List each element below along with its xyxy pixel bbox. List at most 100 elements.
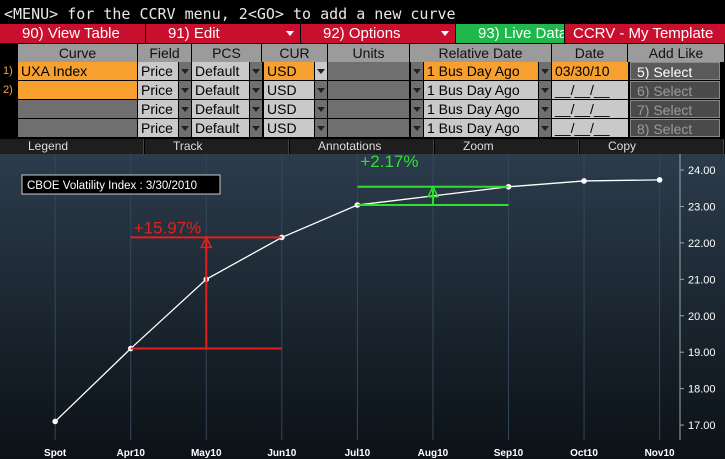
toolbar-button[interactable]: Zoom xyxy=(435,139,579,154)
legend-label: CBOE Volatility Index : 3/30/2010 xyxy=(27,180,197,192)
pcs-cell[interactable]: Default xyxy=(192,81,249,99)
data-point xyxy=(581,178,587,184)
units-cell[interactable] xyxy=(328,119,409,137)
x-tick-label: Oct10 xyxy=(570,448,598,459)
column-header: Units xyxy=(328,44,409,62)
y-tick-label: 23.00 xyxy=(688,201,716,213)
y-tick-label: 18.00 xyxy=(688,384,716,396)
dropdown-arrow xyxy=(541,107,549,112)
x-tick-label: Apr10 xyxy=(117,448,146,459)
cur-cell[interactable]: USD xyxy=(264,81,314,99)
data-point xyxy=(656,177,663,183)
dropdown-arrow xyxy=(413,88,421,93)
menu-button[interactable]: 91) Edit xyxy=(146,24,300,43)
pcs-cell[interactable]: Default xyxy=(192,119,249,137)
y-tick-label: 17.00 xyxy=(688,420,716,432)
column-header: Field xyxy=(138,44,191,62)
date-cell[interactable]: __/__/__ xyxy=(552,119,628,137)
x-tick-label: Nov10 xyxy=(645,448,675,459)
annotation-label: +15.97% xyxy=(134,218,202,237)
dropdown-arrow xyxy=(413,107,421,112)
dropdown-arrow xyxy=(317,69,325,74)
dropdown-arrow xyxy=(413,69,421,74)
y-tick-label: 19.00 xyxy=(688,347,716,359)
units-cell[interactable] xyxy=(328,81,409,99)
toolbar-button[interactable]: Annotations xyxy=(290,139,434,154)
row-number: 2) xyxy=(3,84,13,96)
toolbar-button[interactable]: Track xyxy=(145,139,289,154)
curve-cell[interactable] xyxy=(18,119,137,137)
select-button[interactable]: 5) Select xyxy=(630,62,720,80)
field-cell[interactable]: Price xyxy=(138,62,178,80)
y-tick-label: 22.00 xyxy=(688,238,716,250)
dropdown-arrow xyxy=(252,69,260,74)
menu-button[interactable]: 90) View Table xyxy=(0,24,145,43)
dropdown-arrow xyxy=(317,88,325,93)
dropdown-arrow xyxy=(441,31,449,36)
annotation-label: +2.17% xyxy=(360,154,418,171)
select-button[interactable]: 6) Select xyxy=(630,81,720,99)
date-cell[interactable]: __/__/__ xyxy=(552,100,628,118)
select-button[interactable]: 8) Select xyxy=(630,119,720,137)
select-button[interactable]: 7) Select xyxy=(630,100,720,118)
toolbar-button[interactable]: Legend xyxy=(0,139,144,154)
cur-cell[interactable]: USD xyxy=(264,100,314,118)
field-cell[interactable]: Price xyxy=(138,119,178,137)
cur-cell[interactable]: USD xyxy=(264,119,314,137)
menu-button[interactable]: 92) Options xyxy=(301,24,455,43)
toolbar-button[interactable]: Copy xyxy=(580,139,724,154)
column-header: Curve xyxy=(18,44,137,62)
annotation-arrowhead xyxy=(200,235,213,249)
dropdown-arrow xyxy=(541,126,549,131)
date-cell[interactable]: __/__/__ xyxy=(552,81,628,99)
relative-date-cell[interactable]: 1 Bus Day Ago xyxy=(424,62,538,80)
row-number xyxy=(0,100,18,118)
dropdown-arrow xyxy=(252,126,260,131)
plot-background xyxy=(0,154,725,459)
dropdown-arrow xyxy=(252,107,260,112)
row-number xyxy=(0,119,18,137)
y-tick-label: 24.00 xyxy=(688,165,716,177)
column-header: Relative Date xyxy=(410,44,551,62)
menu-button[interactable]: 93) Live Data xyxy=(456,24,564,43)
dropdown-arrow xyxy=(541,88,549,93)
units-cell[interactable] xyxy=(328,62,409,80)
dropdown-arrow xyxy=(413,126,421,131)
curve-cell[interactable] xyxy=(18,81,137,99)
field-cell[interactable]: Price xyxy=(138,81,178,99)
curve-cell[interactable] xyxy=(18,100,137,118)
dropdown-arrow xyxy=(181,88,189,93)
dropdown-arrow xyxy=(181,126,189,131)
dropdown-arrow xyxy=(286,31,294,36)
units-cell[interactable] xyxy=(328,100,409,118)
x-tick-label: Aug10 xyxy=(418,448,449,459)
relative-date-cell[interactable]: 1 Bus Day Ago xyxy=(424,100,538,118)
field-cell[interactable]: Price xyxy=(138,100,178,118)
curve-cell[interactable]: UXA Index xyxy=(18,62,137,80)
column-header: Add Like xyxy=(628,44,724,62)
pcs-cell[interactable]: Default xyxy=(192,62,249,80)
pcs-cell[interactable]: Default xyxy=(192,100,249,118)
dropdown-arrow xyxy=(541,69,549,74)
x-tick-label: Jul10 xyxy=(345,448,371,459)
status-line: <MENU> for the CCRV menu, 2<GO> to add a… xyxy=(4,5,456,23)
dropdown-arrow xyxy=(317,126,325,131)
chart: Spot Apr10 May10 Jun10 Jul10 Aug10 Sep10 Oct10 N… xyxy=(0,154,725,459)
relative-date-cell[interactable]: 1 Bus Day Ago xyxy=(424,81,538,99)
data-point xyxy=(52,418,58,425)
annotation-arrowhead xyxy=(426,185,440,198)
x-tick-label: Spot xyxy=(44,448,67,459)
menu-button[interactable]: CCRV - My Template xyxy=(565,24,725,43)
dropdown-arrow xyxy=(181,107,189,112)
column-header: Date xyxy=(552,44,627,62)
cur-cell[interactable]: USD xyxy=(264,62,314,80)
dropdown-arrow xyxy=(252,88,260,93)
legend-box xyxy=(21,174,221,195)
date-cell[interactable]: 03/30/10 xyxy=(552,62,628,80)
x-tick-label: Sep10 xyxy=(494,448,524,459)
series-line xyxy=(54,179,660,422)
dropdown-arrow xyxy=(181,69,189,74)
relative-date-cell[interactable]: 1 Bus Day Ago xyxy=(424,119,538,137)
y-tick-label: 21.00 xyxy=(688,274,716,286)
